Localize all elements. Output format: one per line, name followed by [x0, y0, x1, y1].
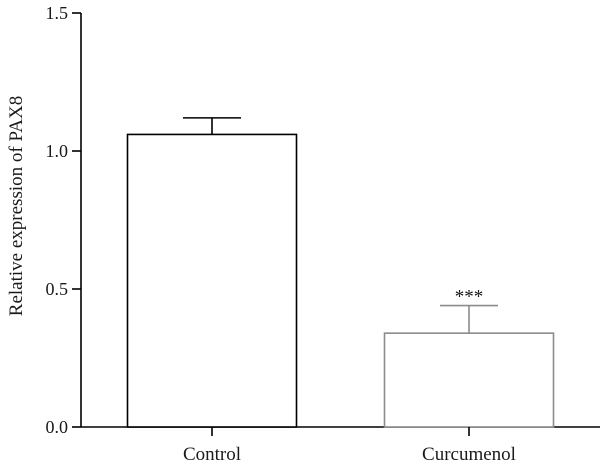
y-tick-label: 0.0 — [46, 417, 69, 437]
bar-control — [126, 133, 298, 428]
y-tick-label: 1.5 — [46, 3, 69, 23]
bar-curcumenol — [383, 332, 555, 428]
y-tick-label: 0.5 — [46, 279, 69, 299]
x-tick-label: Control — [183, 444, 241, 465]
y-tick-label: 1.0 — [46, 141, 69, 161]
x-tick-label: Curcumenol — [422, 444, 516, 465]
significance-label: *** — [455, 287, 484, 308]
plot-area: 0.0 0.5 1.0 1.5 Control Curcumenol *** — [46, 3, 600, 465]
y-axis-title: Relative expression of PAX8 — [6, 96, 27, 316]
